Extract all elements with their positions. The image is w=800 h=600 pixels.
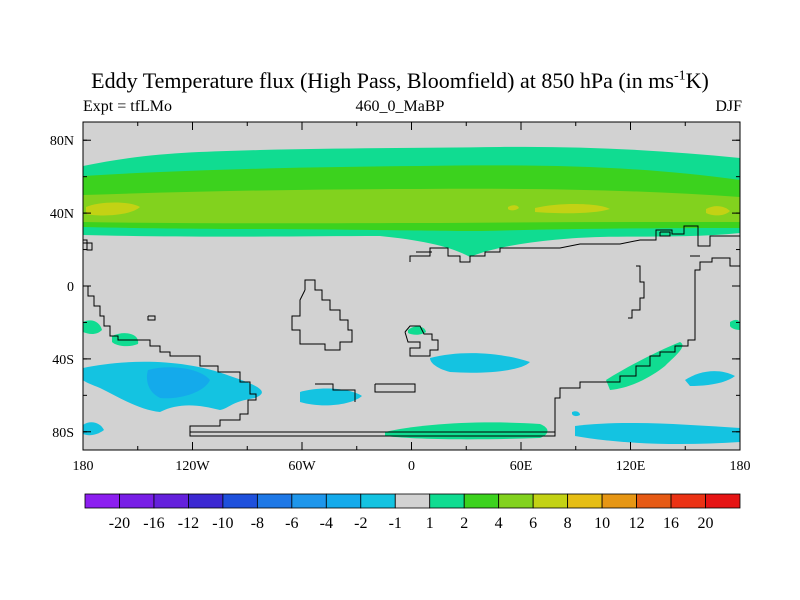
colorbar-label-3: -10 <box>212 515 233 532</box>
coast-madagascar <box>404 325 439 357</box>
colorbar-box-0 <box>84 493 120 509</box>
contour-southern-ocean-neg-core <box>146 367 210 399</box>
colorbar-box-6 <box>291 493 327 509</box>
contour-band-6-8-small <box>508 205 519 211</box>
coast-small-island <box>147 315 156 321</box>
title-main: Eddy Temperature flux (High Pass, Bloomf… <box>91 68 674 93</box>
x-tick-label-2: 60W <box>288 459 316 474</box>
axis-ticks: 180 120W 60W 0 60E 120E 180 80N 40N 0 40S 80S <box>50 122 751 474</box>
colorbar-label-9: 1 <box>426 515 434 532</box>
coast-asia <box>520 225 740 249</box>
subtitle-season: DJF <box>715 98 742 115</box>
colorbar-box-8 <box>360 493 396 509</box>
contour-small-neg <box>572 411 580 417</box>
colorbar: -20 -16 -12 -10 -8 -6 -4 -2 -1 1 2 4 6 8 10 12 16 20 <box>84 493 741 532</box>
colorbar-label-15: 12 <box>629 515 645 532</box>
colorbar-box-18 <box>705 493 741 509</box>
colorbar-label-1: -16 <box>143 515 164 532</box>
contour-south-atlantic-neg <box>300 388 362 406</box>
colorbar-label-14: 10 <box>594 515 610 532</box>
x-tick-label-5: 120E <box>616 459 646 474</box>
chart-title: Eddy Temperature flux (High Pass, Bloomf… <box>0 68 800 94</box>
coast-south-america <box>291 279 353 351</box>
x-tick-label-1: 120W <box>175 459 210 474</box>
colorbar-box-9 <box>394 493 431 509</box>
colorbar-label-17: 20 <box>698 515 714 532</box>
x-tick-label-6: 180 <box>730 459 751 474</box>
colorbar-label-4: -8 <box>251 515 264 532</box>
contour-band-6-8-asia <box>535 203 610 214</box>
colorbar-box-1 <box>119 493 155 509</box>
coast-australia <box>628 265 645 319</box>
y-tick-label-0: 80N <box>50 134 74 149</box>
colorbar-box-13 <box>532 493 569 509</box>
colorbar-box-15 <box>601 493 637 509</box>
coastlines <box>83 225 740 437</box>
colorbar-label-8: -1 <box>389 515 402 532</box>
contour-antarctic-edge-pos <box>385 422 548 440</box>
colorbar-box-10 <box>429 493 465 509</box>
colorbar-box-12 <box>498 493 534 509</box>
colorbar-box-14 <box>567 493 603 509</box>
contour-indian-ocean-neg <box>430 353 530 373</box>
contour-band-6-8-atlantic <box>86 202 140 216</box>
coast-antarctic-upper <box>189 426 555 433</box>
x-tick-label-0: 180 <box>73 459 94 474</box>
y-tick-label-3: 40S <box>52 353 74 368</box>
contour-south-pacific-neg <box>685 371 735 386</box>
y-tick-label-1: 40N <box>50 207 74 222</box>
y-tick-label-4: 80S <box>52 426 74 441</box>
colorbar-label-5: -6 <box>285 515 298 532</box>
colorbar-label-16: 16 <box>663 515 679 532</box>
subtitle-experiment: Expt = tfLMo <box>83 98 173 115</box>
colorbar-box-7 <box>325 493 362 509</box>
colorbar-label-2: -12 <box>178 515 199 532</box>
colorbar-box-4 <box>222 493 258 509</box>
coast-antarctic-south-america <box>315 383 356 402</box>
colorbar-box-5 <box>256 493 293 509</box>
colorbar-box-2 <box>153 493 189 509</box>
coast-north-america-west <box>83 257 740 437</box>
colorbar-box-3 <box>188 493 224 509</box>
x-tick-label-4: 60E <box>510 459 533 474</box>
colorbar-label-10: 2 <box>460 515 468 532</box>
colorbar-label-7: -2 <box>354 515 367 532</box>
coast-north-america <box>83 239 93 251</box>
contour-fields <box>83 146 740 444</box>
contour-west-edge-pos <box>83 320 102 334</box>
coast-africa <box>409 247 520 263</box>
contour-band-6-8-pacific <box>706 206 730 216</box>
title-end: K) <box>685 68 709 93</box>
colorbar-label-11: 4 <box>495 515 503 532</box>
colorbar-box-17 <box>670 493 706 509</box>
colorbar-label-6: -4 <box>320 515 333 532</box>
colorbar-label-12: 6 <box>529 515 537 532</box>
colorbar-label-13: 8 <box>564 515 572 532</box>
coast-greenland <box>659 231 671 237</box>
colorbar-label-0: -20 <box>109 515 130 532</box>
title-superscript: -1 <box>673 68 686 84</box>
contour-band-4-6-nh <box>83 188 740 224</box>
colorbar-box-11 <box>463 493 500 509</box>
subtitle-case: 460_0_MaBP <box>355 98 445 115</box>
coast-antarctic-africa <box>374 383 416 393</box>
y-tick-label-2: 0 <box>67 280 74 295</box>
contour-east-antarctic-neg <box>575 422 740 444</box>
x-tick-label-3: 0 <box>408 459 415 474</box>
colorbar-box-16 <box>636 493 672 509</box>
